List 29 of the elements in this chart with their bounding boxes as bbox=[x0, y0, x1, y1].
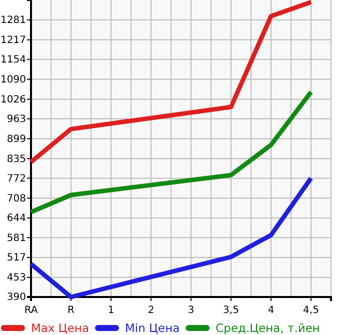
y-tick-label: 772 bbox=[6, 173, 26, 184]
y-tick-label: 517 bbox=[6, 252, 26, 264]
x-tick-label: 3,5 bbox=[223, 305, 239, 316]
x-tick-label: 4,5 bbox=[303, 305, 319, 316]
line-series bbox=[28, 0, 314, 164]
legend-label: Сред.Цена, т.йен bbox=[216, 321, 320, 335]
y-tick-label: 1281 bbox=[0, 15, 26, 26]
y-tick-label: 1090 bbox=[0, 74, 26, 86]
y-tick-label: 581 bbox=[6, 232, 26, 244]
y-tick-label: 835 bbox=[6, 154, 26, 165]
x-tick-label: 3 bbox=[188, 305, 194, 316]
y-tick-label: 453 bbox=[6, 272, 26, 284]
x-tick-label: RA bbox=[24, 305, 38, 316]
x-tick-label: R bbox=[68, 305, 75, 316]
y-tick-label: 899 bbox=[6, 134, 26, 145]
line-series bbox=[28, 176, 314, 300]
y-tick-label: 1217 bbox=[0, 35, 26, 46]
legend-label: Max Цена bbox=[31, 321, 89, 335]
x-tick-label: 4 bbox=[268, 305, 274, 316]
y-tick-label: 390 bbox=[6, 292, 26, 304]
x-tick-label: 1 bbox=[108, 305, 114, 316]
y-tick-label: 1026 bbox=[0, 94, 26, 106]
x-tick-label: 2 bbox=[148, 305, 154, 316]
y-tick-label: 708 bbox=[6, 193, 26, 204]
y-tick-label: 963 bbox=[6, 114, 26, 125]
legend-label: Min Цена bbox=[125, 321, 180, 335]
y-tick-label: 1154 bbox=[0, 54, 26, 66]
line-series bbox=[28, 90, 314, 214]
y-tick-label: 644 bbox=[6, 213, 26, 224]
